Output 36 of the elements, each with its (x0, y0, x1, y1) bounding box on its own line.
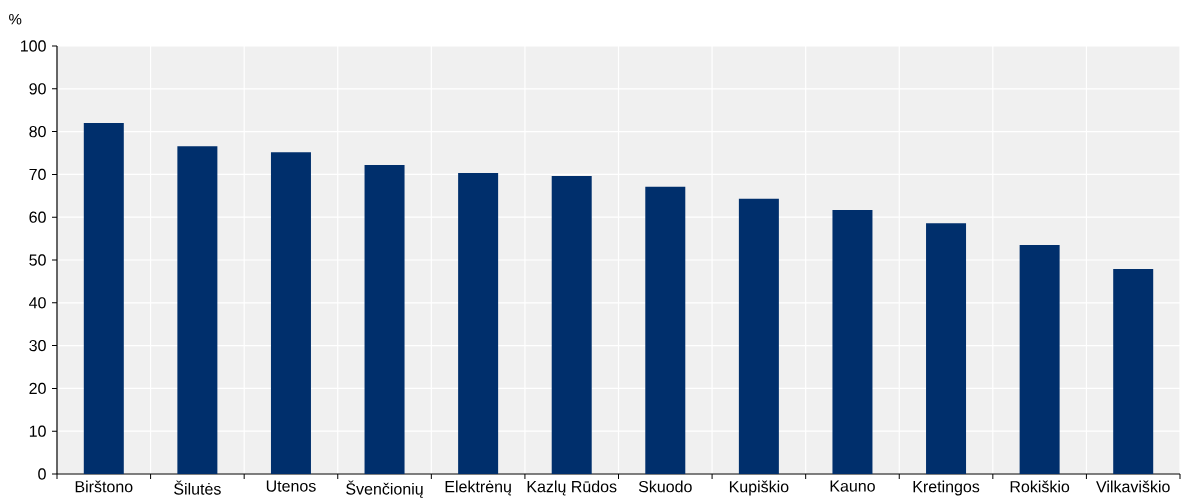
x-tick-label: Švenčionių (346, 480, 423, 498)
x-tick-label: Elektrėnų (445, 480, 512, 496)
bar (738, 198, 779, 474)
y-tick-label: 40 (29, 297, 46, 309)
bar (177, 146, 218, 474)
bar (1113, 268, 1154, 474)
bar (551, 176, 592, 474)
x-tick-label: Rokiškio (1010, 480, 1070, 493)
y-tick-label: 80 (29, 125, 46, 138)
bar (458, 173, 499, 474)
bar (645, 186, 686, 474)
y-tick-label: 50 (29, 254, 46, 266)
y-tick-label: 0 (38, 468, 46, 480)
bar (364, 164, 405, 474)
x-tick-label: Birštono (75, 480, 133, 493)
bar (1019, 245, 1060, 474)
x-tick-label: Utenos (266, 480, 316, 492)
y-tick-label: 30 (29, 339, 46, 352)
y-tick-label: 20 (29, 382, 46, 395)
bar (270, 152, 311, 474)
y-tick-label: 70 (29, 168, 46, 181)
x-tick-label: Kretingos (913, 480, 980, 496)
y-tick-label: 10 (29, 425, 46, 437)
y-tick-label: 90 (29, 83, 46, 95)
x-tick-label: Šilutės (174, 480, 221, 495)
bar (83, 123, 124, 474)
y-tick-label: 60 (29, 211, 46, 223)
x-tick-label: Kazlų Rūdos (527, 480, 617, 496)
y-axis-title: % (9, 13, 22, 25)
x-tick-label: Kauno (830, 480, 875, 492)
x-tick-label: Vilkaviškio (1096, 480, 1170, 493)
x-tick-label: Kupiškio (729, 480, 789, 496)
x-tick-label: Skuodo (638, 480, 692, 493)
y-tick-label: 100 (21, 40, 46, 52)
bar (926, 223, 967, 474)
bar (832, 209, 873, 474)
